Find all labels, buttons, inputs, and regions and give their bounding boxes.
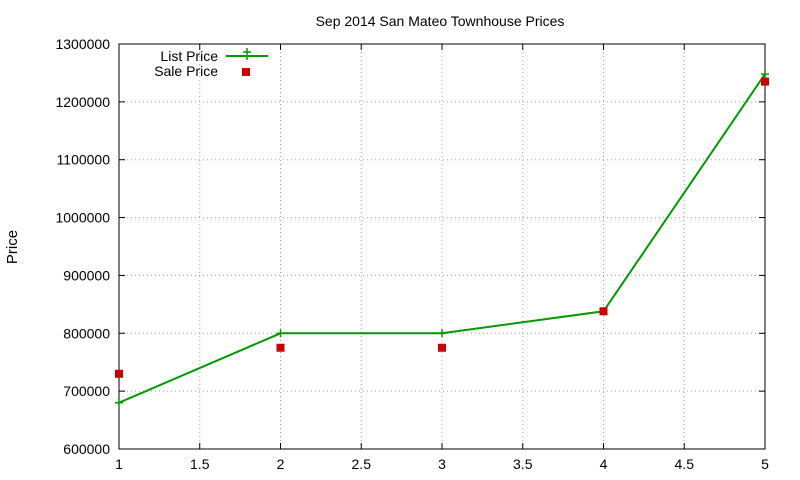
axis-ticks: 1 1.5 2 2.5 3 3.5 4 4.5 5 600000 700000 800000 90000… [55, 36, 769, 472]
x-tick-label: 3 [438, 456, 446, 472]
y-tick-label: 1000000 [55, 210, 110, 226]
x-tick-label: 2.5 [352, 456, 372, 472]
grid [119, 44, 765, 449]
sale-price-point [115, 369, 123, 378]
y-axis-label: Price [4, 230, 21, 264]
y-tick-label: 800000 [63, 325, 110, 341]
sale-price-point [761, 77, 769, 86]
x-tick-label: 2 [277, 456, 285, 472]
y-tick-label: 900000 [63, 267, 110, 283]
x-tick-label: 4.5 [675, 456, 695, 472]
list-price-point [115, 398, 123, 407]
series [115, 70, 769, 407]
list-price-line [118, 73, 766, 404]
chart-title: Sep 2014 San Mateo Townhouse Prices [316, 13, 565, 29]
list-price-point [438, 329, 446, 338]
sale-price-point [438, 343, 446, 352]
y-tick-label: 600000 [63, 441, 110, 457]
list-price-point [276, 329, 285, 338]
y-tick-label: 700000 [63, 383, 110, 399]
x-tick-label: 5 [761, 456, 769, 472]
sale-price-point [276, 343, 285, 352]
legend: List Price Sale Price [154, 48, 268, 79]
x-tick-label: 1.5 [190, 456, 210, 472]
x-tick-label: 4 [600, 456, 608, 472]
x-tick-label: 3.5 [513, 456, 533, 472]
legend-label-sale-price: Sale Price [154, 63, 218, 79]
legend-label-list-price: List Price [160, 48, 218, 64]
legend-marker-sale-price [242, 68, 250, 76]
y-tick-label: 1100000 [57, 152, 111, 168]
y-tick-label: 1200000 [55, 94, 110, 110]
x-tick-label: 1 [115, 456, 123, 472]
sale-price-point [599, 307, 608, 316]
list-price-point [761, 70, 769, 79]
y-tick-label: 1300000 [55, 36, 110, 52]
legend-marker-list-price [243, 48, 251, 60]
